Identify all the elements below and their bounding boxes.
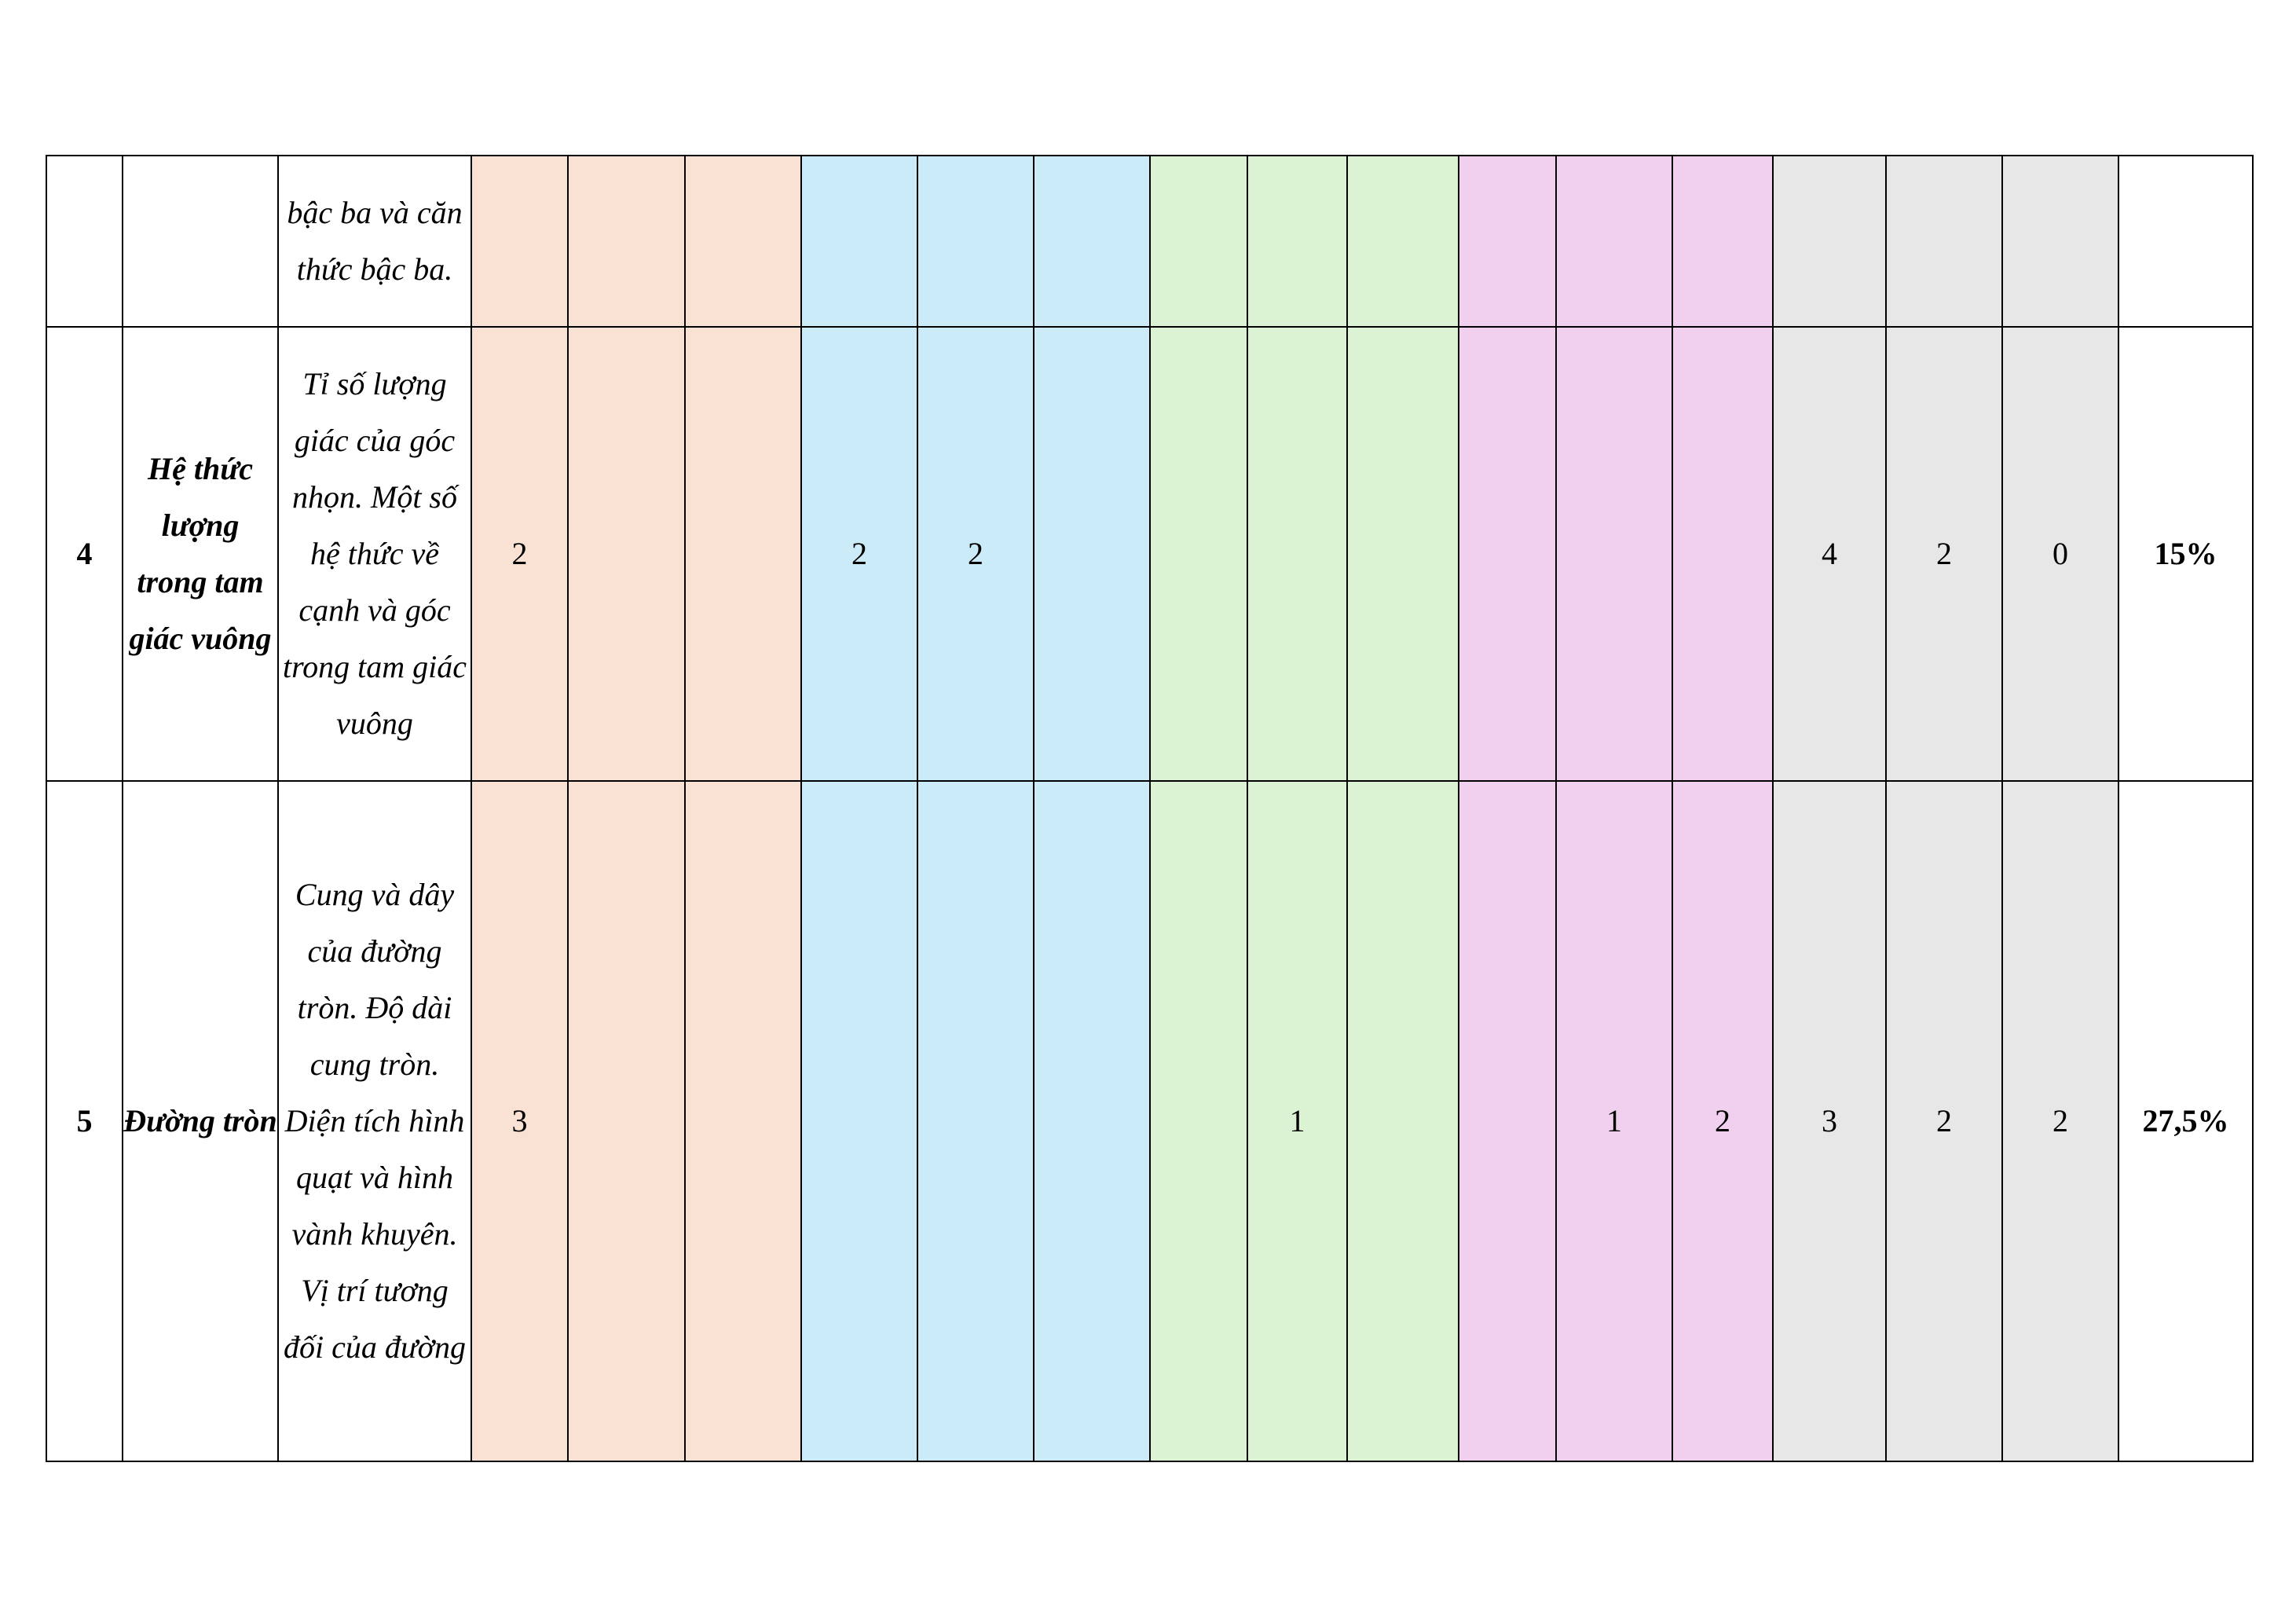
- count-cell: 1: [1247, 780, 1348, 1462]
- count-cell: [1247, 155, 1348, 328]
- stt-cell: 5: [46, 780, 123, 1462]
- count-cell: [1458, 326, 1557, 782]
- table-row: 5 Đường tròn Cung và dây của đường tròn.…: [46, 780, 2254, 1462]
- content-cell: Tỉ số lượng giác của góc nhọn. Một số hệ…: [277, 326, 472, 782]
- count-cell: [684, 780, 802, 1462]
- count-cell: [800, 155, 918, 328]
- total-cell: 2: [1885, 780, 2003, 1462]
- content-cell: Cung và dây của đường tròn. Độ dài cung …: [277, 780, 472, 1462]
- count-cell: [1033, 326, 1151, 782]
- count-cell: 2: [800, 326, 918, 782]
- count-cell: [1346, 780, 1459, 1462]
- total-cell: [2001, 155, 2119, 328]
- count-cell: 3: [471, 780, 569, 1462]
- count-cell: [917, 780, 1034, 1462]
- percent-cell: 15%: [2118, 326, 2254, 782]
- count-cell: [1458, 780, 1557, 1462]
- topic-cell: Đường tròn: [122, 780, 279, 1462]
- percent-cell: 27,5%: [2118, 780, 2254, 1462]
- total-cell: 4: [1772, 326, 1887, 782]
- count-cell: [1346, 326, 1459, 782]
- table-row: 4 Hệ thức lượng trong tam giác vuông Tỉ …: [46, 326, 2254, 782]
- stt-cell: 4: [46, 326, 123, 782]
- count-cell: [800, 780, 918, 1462]
- total-cell: 2: [2001, 780, 2119, 1462]
- total-cell: 0: [2001, 326, 2119, 782]
- count-cell: 2: [471, 326, 569, 782]
- total-cell: 2: [1885, 326, 2003, 782]
- count-cell: [1033, 780, 1151, 1462]
- count-cell: [1149, 780, 1248, 1462]
- count-cell: [684, 155, 802, 328]
- percent-cell: [2118, 155, 2254, 328]
- topic-cell: Hệ thức lượng trong tam giác vuông: [122, 326, 279, 782]
- count-cell: [471, 155, 569, 328]
- count-cell: [1033, 155, 1151, 328]
- count-cell: [917, 155, 1034, 328]
- topic-cell: [122, 155, 279, 328]
- count-cell: [1672, 155, 1774, 328]
- total-cell: [1885, 155, 2003, 328]
- count-cell: 2: [1672, 780, 1774, 1462]
- count-cell: [1458, 155, 1557, 328]
- count-cell: [1149, 155, 1248, 328]
- count-cell: [567, 780, 686, 1462]
- table-row: bậc ba và căn thức bậc ba.: [46, 155, 2254, 328]
- count-cell: [1149, 326, 1248, 782]
- total-cell: [1772, 155, 1887, 328]
- count-cell: [567, 155, 686, 328]
- count-cell: [1247, 326, 1348, 782]
- count-cell: [567, 326, 686, 782]
- count-cell: [684, 326, 802, 782]
- count-cell: 1: [1555, 780, 1673, 1462]
- count-cell: [1346, 155, 1459, 328]
- count-cell: 2: [917, 326, 1034, 782]
- assessment-matrix-table: bậc ba và căn thức bậc ba. 4 Hệ thức lượ…: [46, 155, 2254, 1462]
- count-cell: [1555, 155, 1673, 328]
- count-cell: [1555, 326, 1673, 782]
- total-cell: 3: [1772, 780, 1887, 1462]
- content-cell: bậc ba và căn thức bậc ba.: [277, 155, 472, 328]
- count-cell: [1672, 326, 1774, 782]
- stt-cell: [46, 155, 123, 328]
